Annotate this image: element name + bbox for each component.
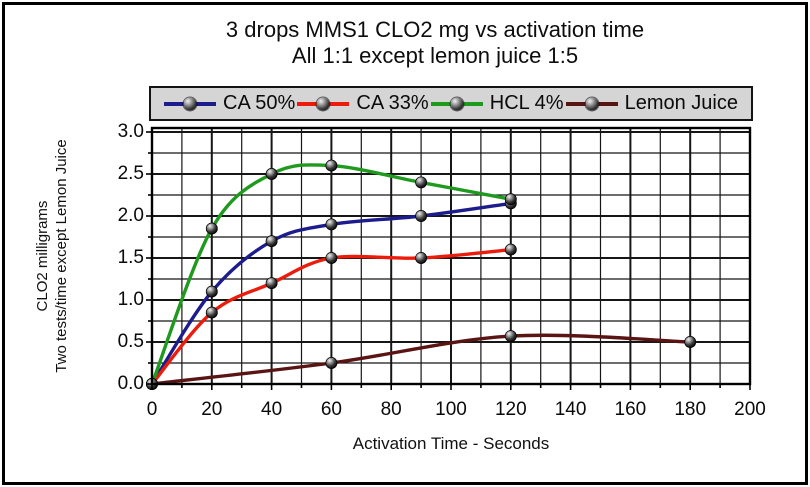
data-point-hcl-4	[205, 222, 218, 235]
data-point-hcl-4	[265, 168, 278, 180]
y-tick-label: 0.0	[117, 373, 144, 394]
legend-label: Lemon Juice	[624, 92, 738, 114]
data-point-ca-50	[415, 210, 428, 222]
series-line-hcl-4	[150, 163, 513, 386]
y-tick-label: 3.0	[117, 121, 144, 142]
y-axis-title: CLO2 milligrams Two tests/time except Le…	[33, 139, 71, 372]
data-point-ca-33	[265, 277, 278, 290]
data-point-hcl-4	[504, 193, 517, 206]
series-line-lemon-juice	[150, 333, 692, 386]
data-point-hcl-4	[415, 176, 428, 189]
data-point-ca-50	[205, 285, 218, 298]
legend-label: HCL 4%	[489, 92, 564, 114]
x-tick-label: 140	[554, 399, 587, 420]
legend-label: CA 50%	[223, 92, 296, 114]
x-tick-label: 0	[146, 399, 158, 420]
chart-title: 3 drops MMS1 CLO2 mg vs activation time	[225, 17, 645, 42]
y-axis-title-line2: Two tests/time except Lemon Juice	[53, 139, 70, 373]
legend-item-ca-33: CA 33%	[297, 92, 429, 115]
legend-item-lemon-juice: Lemon Juice	[565, 92, 738, 115]
chart-legend: CA 50% CA 33% HCL 4% Lemon Juice	[149, 86, 753, 121]
legend-item-ca-50: CA 50%	[164, 92, 295, 115]
data-point-lemon-juice	[684, 336, 697, 348]
legend-item-hcl-4: HCL 4%	[430, 92, 564, 115]
data-point-ca-33	[325, 252, 338, 264]
data-series	[146, 159, 697, 390]
y-tick-label: 2.5	[117, 163, 144, 184]
series-line-ca-50	[150, 201, 513, 386]
data-point-lemon-juice	[325, 357, 338, 369]
chart-title-block: 3 drops MMS1 CLO2 mg vs activation time …	[60, 17, 810, 69]
chart-subtitle: All 1:1 except lemon juice 1:5	[291, 43, 579, 68]
data-point-ca-33	[205, 306, 218, 319]
x-axis-title: Activation Time - Seconds	[352, 434, 550, 453]
y-tick-label: 1.0	[117, 289, 144, 310]
x-tick-label: 200	[734, 399, 766, 420]
x-tick-label: 80	[380, 399, 402, 420]
data-point-ca-33	[415, 252, 428, 264]
x-tick-label: 180	[674, 399, 707, 420]
x-tick-label: 40	[261, 399, 283, 420]
y-axis-title-line1: CLO2 milligrams	[34, 200, 51, 312]
y-tick-label: 1.5	[117, 247, 144, 268]
legend-label: CA 33%	[356, 92, 429, 114]
x-tick-label: 160	[614, 399, 647, 420]
y-tick-label: 0.5	[117, 331, 144, 352]
y-tick-label: 2.0	[117, 205, 144, 226]
legend-line-sample	[565, 97, 618, 110]
plot-frame	[146, 126, 752, 390]
legend-marker-ball	[450, 97, 464, 110]
series-line-ca-33	[150, 247, 513, 386]
data-point-ca-50	[265, 235, 278, 248]
plot-area	[146, 126, 752, 390]
legend-line-sample	[430, 97, 483, 110]
legend-line-sample	[297, 97, 350, 110]
legend-marker-ball	[316, 97, 330, 110]
legend-marker-ball	[585, 97, 599, 110]
x-tick-label: 100	[435, 399, 467, 420]
x-tick-label: 20	[201, 399, 223, 420]
x-tick-label: 120	[494, 399, 527, 420]
data-point-ca-50	[325, 218, 338, 231]
x-tick-label: 60	[320, 399, 342, 420]
data-point-ca-33	[504, 243, 517, 256]
data-point-hcl-4	[325, 159, 338, 172]
data-point-lemon-juice	[504, 330, 517, 343]
legend-marker-ball	[183, 97, 197, 110]
legend-line-sample	[164, 97, 216, 110]
